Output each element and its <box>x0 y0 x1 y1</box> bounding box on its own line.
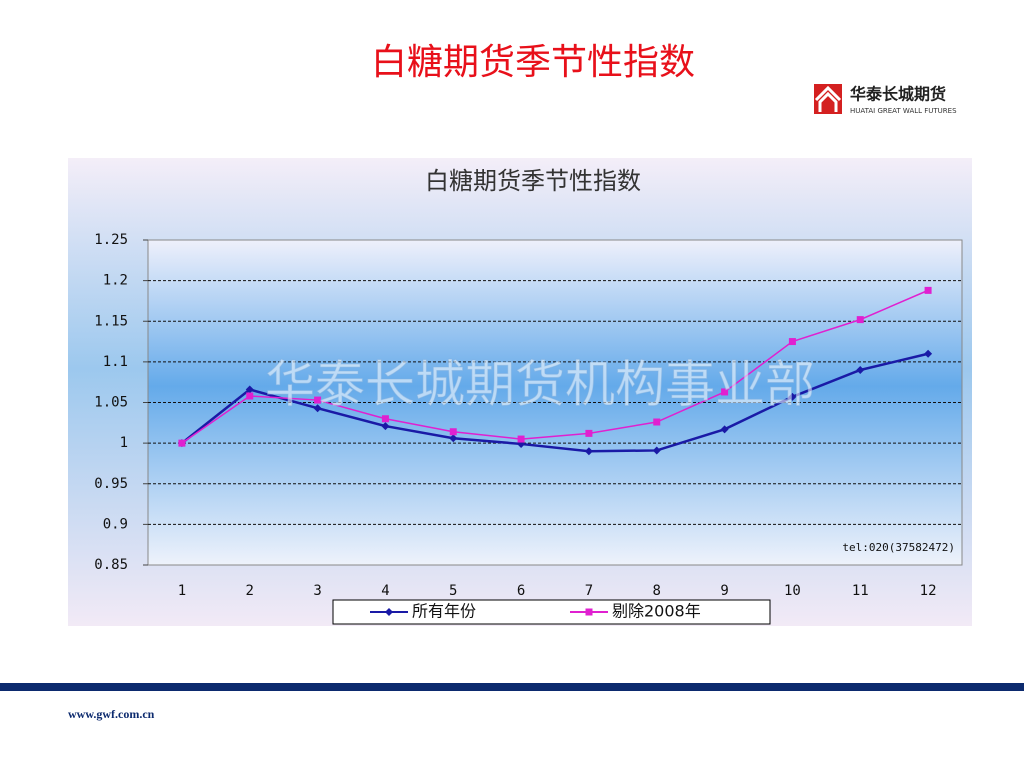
y-tick-label: 0.95 <box>94 476 128 492</box>
watermark: 华泰长城期货机构事业部 <box>265 356 815 414</box>
data-point <box>313 404 322 413</box>
x-tick-label: 8 <box>653 583 661 599</box>
logo-name: 华泰长城期货 <box>850 85 946 104</box>
x-tick-label: 5 <box>449 583 457 599</box>
footer-url: www.gwf.com.cn <box>68 707 155 721</box>
x-tick-label: 3 <box>313 583 321 599</box>
x-tick-label: 10 <box>784 583 801 599</box>
x-tick-label: 2 <box>246 583 254 599</box>
footer-bar <box>0 683 1024 691</box>
data-point <box>856 316 864 324</box>
data-point <box>178 439 186 447</box>
legend-label: 所有年份 <box>412 602 476 621</box>
x-tick-label: 4 <box>381 583 389 599</box>
y-tick-label: 1.05 <box>94 395 128 411</box>
data-point <box>788 392 797 401</box>
chart-title: 白糖期货季节性指数 <box>425 167 641 195</box>
data-point <box>245 385 254 394</box>
x-tick-label: 12 <box>920 583 937 599</box>
y-tick-label: 1 <box>120 435 128 451</box>
x-tick-label: 7 <box>585 583 593 599</box>
data-point <box>924 349 933 358</box>
annotation: tel:020(37582472) <box>842 541 955 554</box>
slide-title: 白糖期货季节性指数 <box>371 42 695 83</box>
y-tick-label: 0.9 <box>103 516 128 532</box>
y-tick-label: 0.85 <box>94 557 128 573</box>
x-tick-label: 9 <box>720 583 728 599</box>
data-point <box>517 435 525 443</box>
series-line <box>181 352 929 453</box>
data-point <box>584 447 593 456</box>
x-tick-label: 1 <box>178 583 186 599</box>
y-tick-label: 1.2 <box>103 273 128 289</box>
logo-subtitle: HUATAI GREAT WALL FUTURES <box>850 107 957 115</box>
data-point <box>653 418 661 426</box>
x-tick-label: 6 <box>517 583 525 599</box>
data-point <box>652 446 661 455</box>
data-point <box>585 429 593 437</box>
data-point <box>449 428 457 436</box>
y-tick-label: 1.15 <box>94 313 128 329</box>
data-point <box>381 415 389 423</box>
legend-marker <box>585 608 593 616</box>
data-point <box>449 434 458 443</box>
y-tick-label: 1.25 <box>94 232 128 248</box>
y-tick-label: 1.1 <box>103 354 128 370</box>
logo: 华泰长城期货 HUATAI GREAT WALL FUTURES <box>814 84 957 115</box>
data-point <box>721 388 729 396</box>
series-line <box>181 289 929 444</box>
legend-marker <box>385 608 393 616</box>
data-point <box>924 286 932 294</box>
data-point <box>314 396 322 404</box>
data-point <box>381 422 390 431</box>
data-point <box>856 366 865 374</box>
legend-label: 剔除2008年 <box>612 602 701 621</box>
x-tick-label: 11 <box>852 583 869 599</box>
data-point <box>788 338 796 346</box>
data-point <box>246 392 254 400</box>
data-point <box>720 425 729 434</box>
